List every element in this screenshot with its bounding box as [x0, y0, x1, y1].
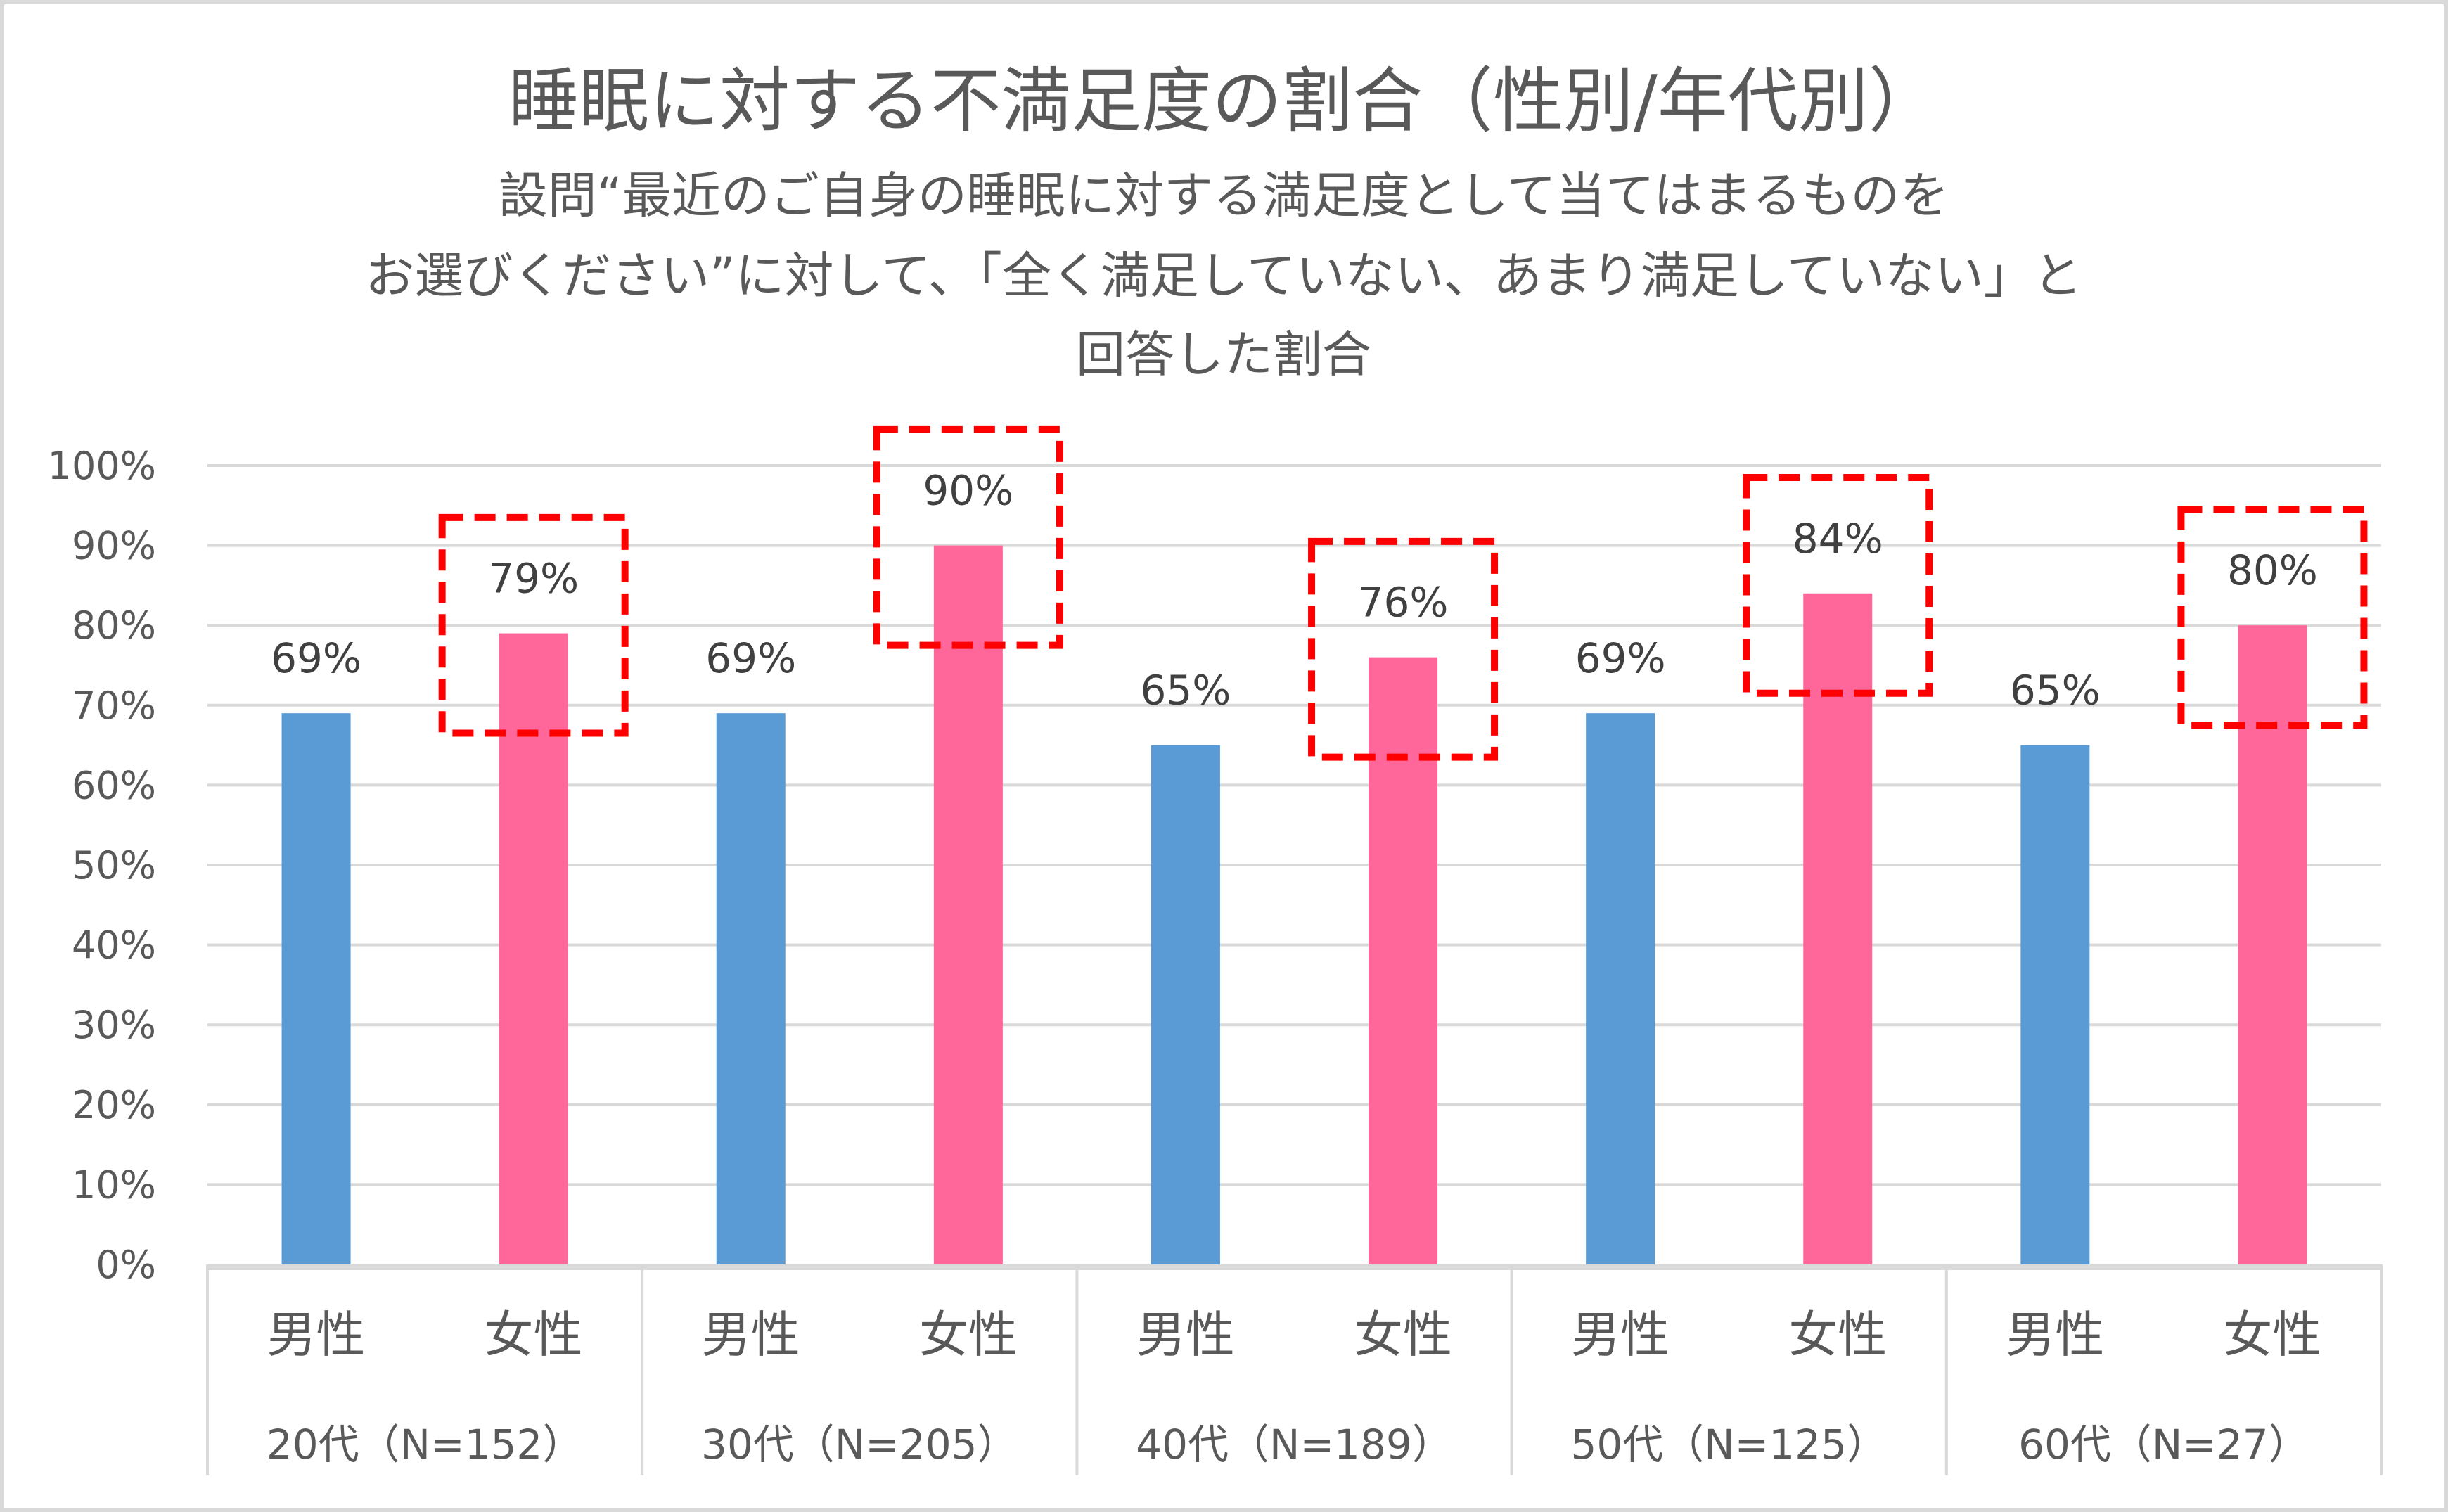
subcategory-label: 女性 — [1788, 1306, 1887, 1364]
y-tick-label: 0% — [96, 1243, 156, 1287]
group-label: 30代（N=205） — [701, 1421, 1018, 1468]
data-label: 76% — [1358, 579, 1449, 627]
data-label: 90% — [923, 467, 1013, 515]
bar-male — [2020, 745, 2090, 1264]
subcategory-label: 女性 — [1354, 1306, 1452, 1364]
group-label: 50代（N=125） — [1570, 1421, 1888, 1468]
bar-male — [1586, 713, 1655, 1264]
y-tick-label: 10% — [72, 1162, 156, 1207]
bar-female — [1369, 657, 1438, 1264]
data-label: 79% — [488, 555, 579, 603]
data-label: 65% — [1140, 667, 1231, 715]
highlight-box — [1743, 474, 1933, 697]
chart-subtitle-line-1: 設問“最近のご自身の睡眠に対する満足度として当てはまるものを — [499, 167, 1949, 224]
bar-female — [2238, 625, 2307, 1264]
y-tick-label: 20% — [72, 1083, 156, 1127]
subcategory-label: 女性 — [2223, 1306, 2321, 1364]
bar-female — [1803, 593, 1873, 1264]
y-tick-label: 90% — [72, 524, 156, 568]
highlight-box — [2177, 506, 2368, 729]
bar-male — [281, 713, 351, 1264]
group-label: 20代（N=152） — [267, 1421, 584, 1468]
y-tick-label: 50% — [72, 843, 156, 888]
highlight-box — [1308, 537, 1499, 761]
data-label: 65% — [2010, 667, 2101, 715]
y-tick-label: 40% — [72, 923, 156, 968]
chart-subtitle-line-3: 回答した割合 — [1076, 326, 1371, 383]
data-label: 80% — [2227, 546, 2318, 594]
data-label: 69% — [1575, 634, 1666, 682]
bar-female — [499, 633, 568, 1264]
group-label: 40代（N=189） — [1136, 1421, 1453, 1468]
highlight-box — [873, 425, 1063, 649]
subcategory-label: 女性 — [485, 1306, 583, 1364]
y-tick-label: 60% — [72, 763, 156, 807]
highlight-box — [438, 513, 629, 737]
y-tick-label: 100% — [48, 444, 156, 488]
y-tick-label: 80% — [72, 603, 156, 648]
bar-male — [716, 713, 786, 1264]
group-label: 60代（N=27） — [2018, 1421, 2309, 1468]
subcategory-label: 男性 — [267, 1306, 366, 1364]
subcategory-label: 男性 — [1136, 1306, 1235, 1364]
chart-title: 睡眠に対する不満足度の割合（性別/年代別） — [508, 60, 1939, 142]
y-tick-label: 30% — [72, 1003, 156, 1047]
data-label: 69% — [271, 634, 361, 682]
subcategory-label: 男性 — [702, 1306, 800, 1364]
subcategory-label: 男性 — [1571, 1306, 1670, 1364]
subcategory-label: 男性 — [2006, 1306, 2104, 1364]
data-label: 84% — [1793, 515, 1883, 563]
subcategory-label: 女性 — [919, 1306, 1018, 1364]
chart-subtitle-line-2: お選びください”に対して、「全く満足していない、あまり満足していない」と — [365, 247, 2082, 305]
bar-male — [1151, 745, 1220, 1264]
bar-female — [933, 545, 1003, 1264]
y-tick-label: 70% — [72, 684, 156, 728]
data-label: 69% — [705, 634, 796, 682]
